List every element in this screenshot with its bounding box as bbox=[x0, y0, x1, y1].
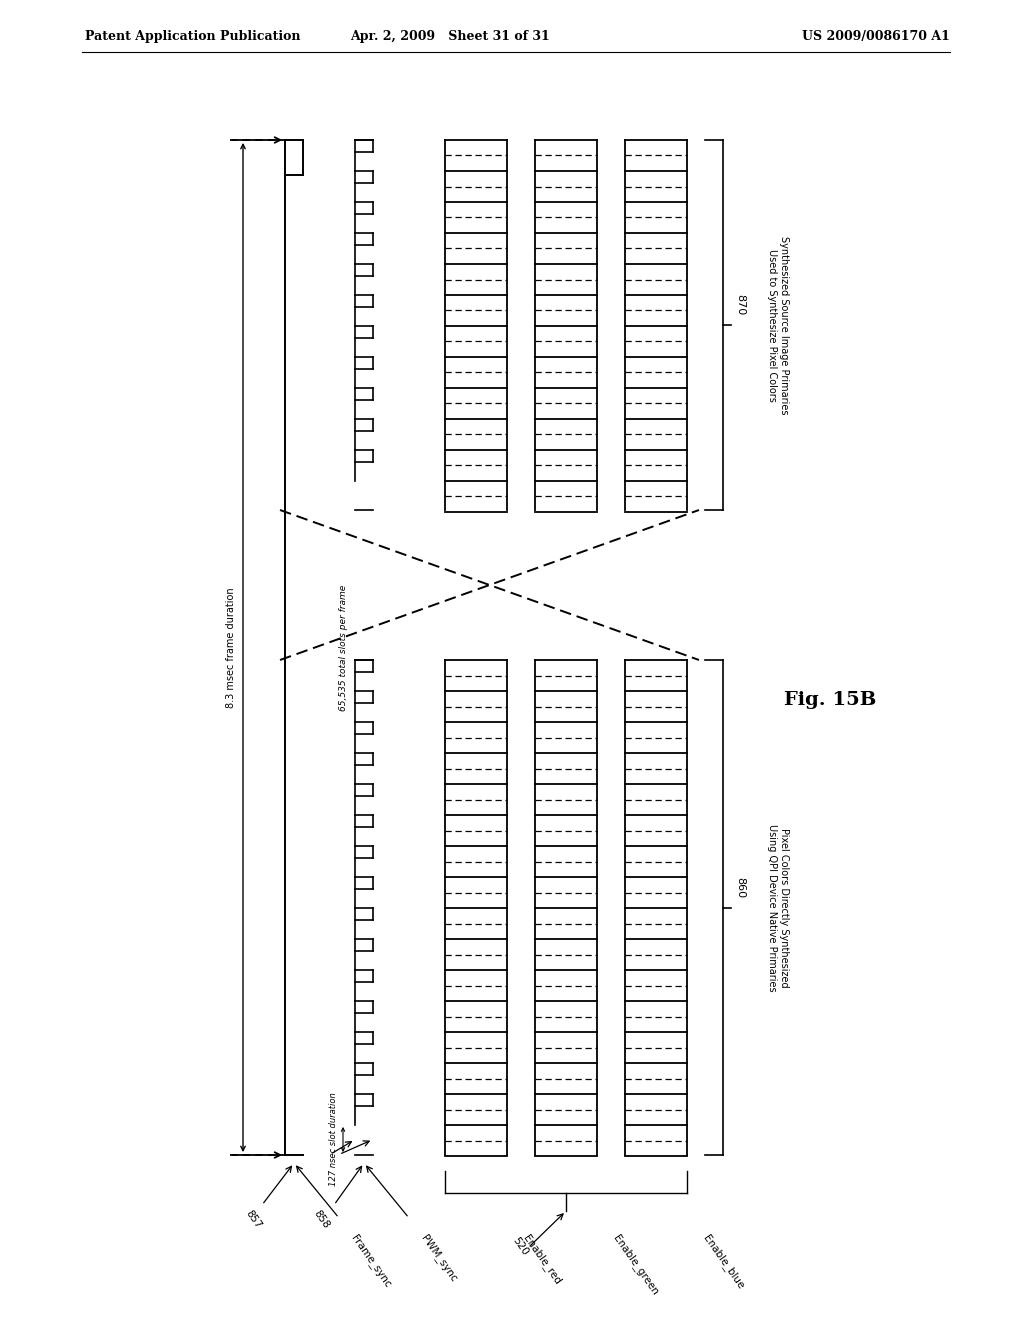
Text: Synthesized Source Image Primaries
Used to Synthesize Pixel Colors: Synthesized Source Image Primaries Used … bbox=[767, 236, 788, 414]
Text: Frame_sync: Frame_sync bbox=[349, 1233, 393, 1290]
Text: PWM_sync: PWM_sync bbox=[419, 1233, 460, 1284]
Text: Apr. 2, 2009   Sheet 31 of 31: Apr. 2, 2009 Sheet 31 of 31 bbox=[350, 30, 550, 44]
Text: US 2009/0086170 A1: US 2009/0086170 A1 bbox=[802, 30, 950, 44]
Text: Pixel Colors Directly Synthesized
Using QPI Device Native Primaries: Pixel Colors Directly Synthesized Using … bbox=[767, 824, 788, 991]
Text: 870: 870 bbox=[735, 294, 745, 315]
Text: 858: 858 bbox=[312, 1208, 332, 1230]
Text: Enable_green: Enable_green bbox=[611, 1233, 660, 1298]
Text: 857: 857 bbox=[244, 1208, 263, 1230]
Text: Patent Application Publication: Patent Application Publication bbox=[85, 30, 300, 44]
Text: Enable_blue: Enable_blue bbox=[701, 1233, 746, 1291]
Text: Fig. 15B: Fig. 15B bbox=[783, 690, 877, 709]
Text: 860: 860 bbox=[735, 876, 745, 898]
Text: Enable_red: Enable_red bbox=[521, 1233, 563, 1287]
Text: 127 nsec slot duration: 127 nsec slot duration bbox=[329, 1093, 338, 1187]
Text: 520: 520 bbox=[511, 1236, 530, 1257]
Text: 8.3 msec frame duration: 8.3 msec frame duration bbox=[226, 587, 236, 708]
Text: 65,535 total slots per frame: 65,535 total slots per frame bbox=[339, 585, 347, 710]
